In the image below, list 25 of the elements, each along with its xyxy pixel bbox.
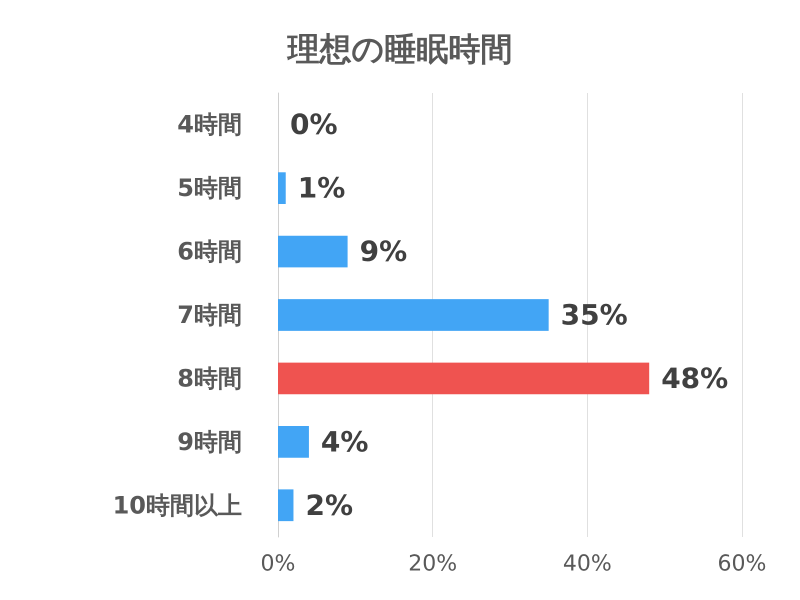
data-label: 4% xyxy=(320,425,368,458)
y-tick-label: 10時間以上 xyxy=(112,491,242,520)
bar xyxy=(278,236,348,268)
y-tick-label: 4時間 xyxy=(177,110,242,139)
chart-title: 理想の睡眠時間 xyxy=(286,30,512,68)
x-tick-label: 20% xyxy=(408,552,458,576)
bar xyxy=(278,299,549,331)
x-tick-label: 60% xyxy=(718,552,766,576)
x-tick-label: 40% xyxy=(562,552,612,576)
y-tick-label: 7時間 xyxy=(177,301,242,329)
data-label: 9% xyxy=(360,235,408,268)
y-tick-label: 6時間 xyxy=(177,238,242,266)
bar xyxy=(278,489,294,522)
y-tick-label: 5時間 xyxy=(177,174,242,202)
data-label: 0% xyxy=(290,108,338,142)
bar xyxy=(278,172,286,204)
x-tick-label: 0% xyxy=(260,552,296,576)
data-label: 35% xyxy=(560,298,628,332)
data-label: 2% xyxy=(305,488,354,522)
y-tick-label: 8時間 xyxy=(177,364,242,392)
bar xyxy=(278,362,650,394)
data-label: 48% xyxy=(661,362,728,395)
y-tick-label: 9時間 xyxy=(177,428,242,456)
bar xyxy=(278,426,309,458)
data-label: 1% xyxy=(298,172,346,205)
